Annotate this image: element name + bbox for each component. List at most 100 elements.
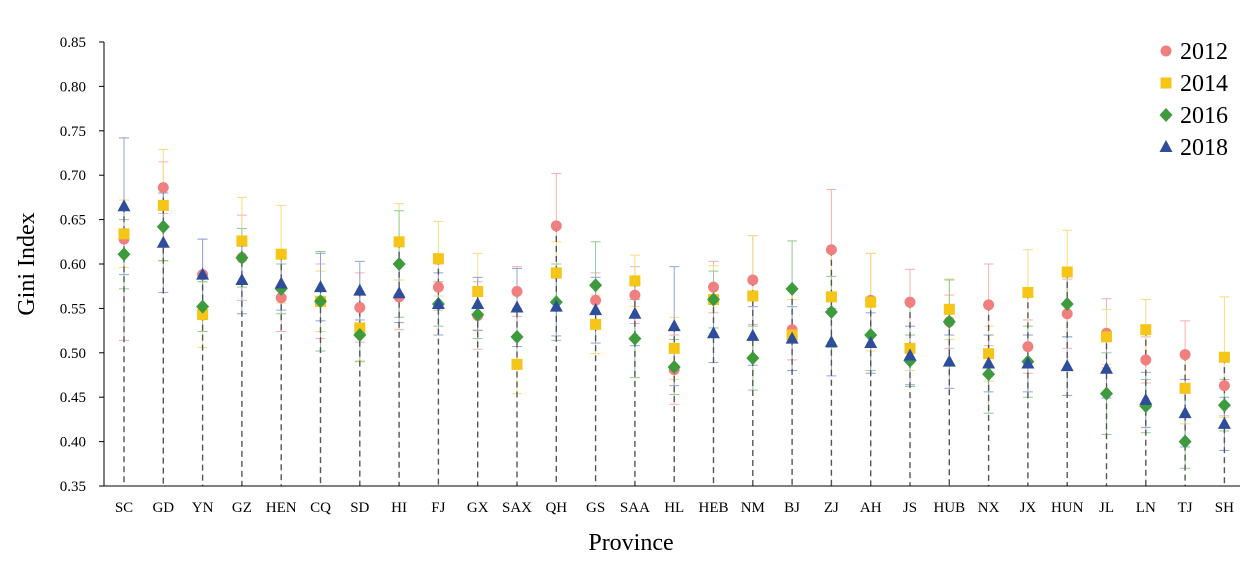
point-2016-sd: [353, 328, 367, 343]
point-2018-sc: [117, 199, 131, 212]
point-2016-zj: [824, 304, 838, 319]
point-2014-nx: [983, 348, 995, 360]
y-tick-label: 0.35: [60, 479, 86, 495]
point-2012-sh: [1218, 380, 1230, 392]
point-2014-yn: [197, 309, 209, 321]
y-tick-label: 0.55: [60, 301, 86, 317]
point-2012-gs: [590, 294, 602, 306]
point-2014-hub: [943, 303, 955, 315]
point-2018-ah: [864, 336, 878, 349]
y-tick-label: 0.75: [60, 124, 86, 140]
x-tick-label-cq: CQ: [310, 500, 331, 516]
point-2014-zj: [825, 291, 837, 303]
legend-label-2016: 2016: [1180, 103, 1228, 129]
point-2018-hen: [274, 276, 288, 289]
point-2014-tj: [1179, 382, 1191, 394]
x-tick-label-fj: FJ: [431, 500, 445, 516]
point-2016-hi: [392, 257, 406, 271]
point-2012-hen: [275, 292, 287, 304]
point-2016-yn: [196, 299, 210, 314]
point-2014-ln: [1140, 324, 1152, 336]
point-2016-hun: [1060, 296, 1074, 311]
point-2018-jl: [1100, 361, 1113, 374]
point-2012-saa: [629, 289, 641, 301]
point-2014-hen: [275, 248, 287, 260]
point-2014-gd: [157, 199, 169, 211]
x-tick-label-jl: JL: [1099, 500, 1114, 516]
x-tick-label-hub: HUB: [933, 500, 965, 516]
y-tick-label: 0.50: [60, 346, 86, 362]
y-axis-title: Gini Index: [14, 212, 40, 315]
point-2018-ln: [1139, 392, 1153, 405]
y-tick-label: 0.85: [60, 35, 86, 51]
point-2014-ah: [865, 296, 877, 308]
point-2018-gz: [235, 272, 249, 285]
point-2014-qh: [550, 267, 562, 279]
point-2012-hun: [1061, 308, 1073, 320]
point-2012-ln: [1140, 354, 1152, 366]
point-2018-sh: [1217, 416, 1231, 429]
point-2018-sd: [353, 283, 367, 296]
drop-lines: [123, 187, 1226, 486]
point-2014-gx: [472, 286, 484, 298]
x-tick-label-saa: SAA: [620, 500, 650, 516]
point-2018-nm: [746, 328, 760, 341]
point-2012-tj: [1179, 349, 1191, 361]
point-2018-qh: [549, 299, 563, 312]
point-2016-nx: [982, 367, 996, 382]
point-2014-gz: [236, 235, 248, 247]
point-2016-cq: [314, 294, 327, 309]
x-tick-label-ln: LN: [1136, 500, 1156, 516]
x-tick-label-sd: SD: [350, 500, 369, 516]
y-tick-label: 0.45: [60, 390, 86, 406]
x-tick-label-heb: HEB: [699, 500, 729, 516]
y-tick-label: 0.70: [60, 168, 86, 184]
point-2016-sax: [510, 329, 524, 344]
point-2012-fj: [432, 281, 444, 293]
x-tick-label-gs: GS: [586, 500, 605, 516]
point-2016-ah: [864, 328, 878, 343]
legend-marker-2012: [1160, 45, 1172, 57]
point-2018-saa: [628, 306, 642, 319]
x-tick-label-qh: QH: [545, 500, 567, 516]
point-2016-saa: [628, 331, 642, 346]
legend-marker-2016: [1159, 108, 1173, 122]
point-2018-yn: [196, 267, 210, 280]
x-tick-label-ah: AH: [860, 500, 882, 516]
point-2016-nm: [746, 351, 760, 366]
point-2018-fj: [431, 296, 445, 309]
point-2012-js: [904, 296, 916, 308]
x-tick-labels: SC GD YN GZ HEN CQ SD HI FJ GX SAX QH GS SAA HL HEB NM BJ…: [115, 500, 1234, 516]
point-2012-nx: [983, 299, 995, 311]
point-2016-sc: [117, 247, 131, 262]
point-2018-hi: [392, 286, 406, 299]
point-2014-jl: [1101, 331, 1112, 343]
point-2016-gx: [471, 307, 485, 322]
point-2016-tj: [1178, 434, 1192, 449]
x-tick-label-sax: SAX: [502, 500, 532, 516]
point-2014-nm: [747, 290, 759, 302]
point-2014-gs: [590, 318, 602, 330]
x-tick-label-nm: NM: [741, 500, 765, 516]
y-tick-label: 0.65: [60, 213, 86, 229]
point-2018-hub: [942, 354, 956, 367]
point-2016-bj: [785, 281, 799, 296]
data-markers: [117, 182, 1231, 449]
legend-label-2018: 2018: [1180, 135, 1228, 161]
x-tick-label-gd: GD: [152, 500, 174, 516]
point-2018-gx: [471, 296, 485, 309]
point-2014-saa: [629, 275, 641, 287]
x-tick-label-yn: YN: [192, 500, 214, 516]
x-tick-label-sh: SH: [1215, 500, 1234, 516]
x-tick-label-gx: GX: [467, 500, 489, 516]
x-tick-label-sc: SC: [115, 500, 133, 516]
point-2014-sh: [1218, 351, 1230, 363]
legend-marker-2014: [1160, 77, 1172, 89]
point-2014-js: [904, 342, 916, 354]
x-tick-label-bj: BJ: [784, 500, 800, 516]
point-2014-fj: [432, 253, 444, 265]
point-2014-sd: [354, 322, 366, 334]
x-tick-label-js: JS: [903, 500, 917, 516]
point-2014-sax: [511, 358, 523, 370]
